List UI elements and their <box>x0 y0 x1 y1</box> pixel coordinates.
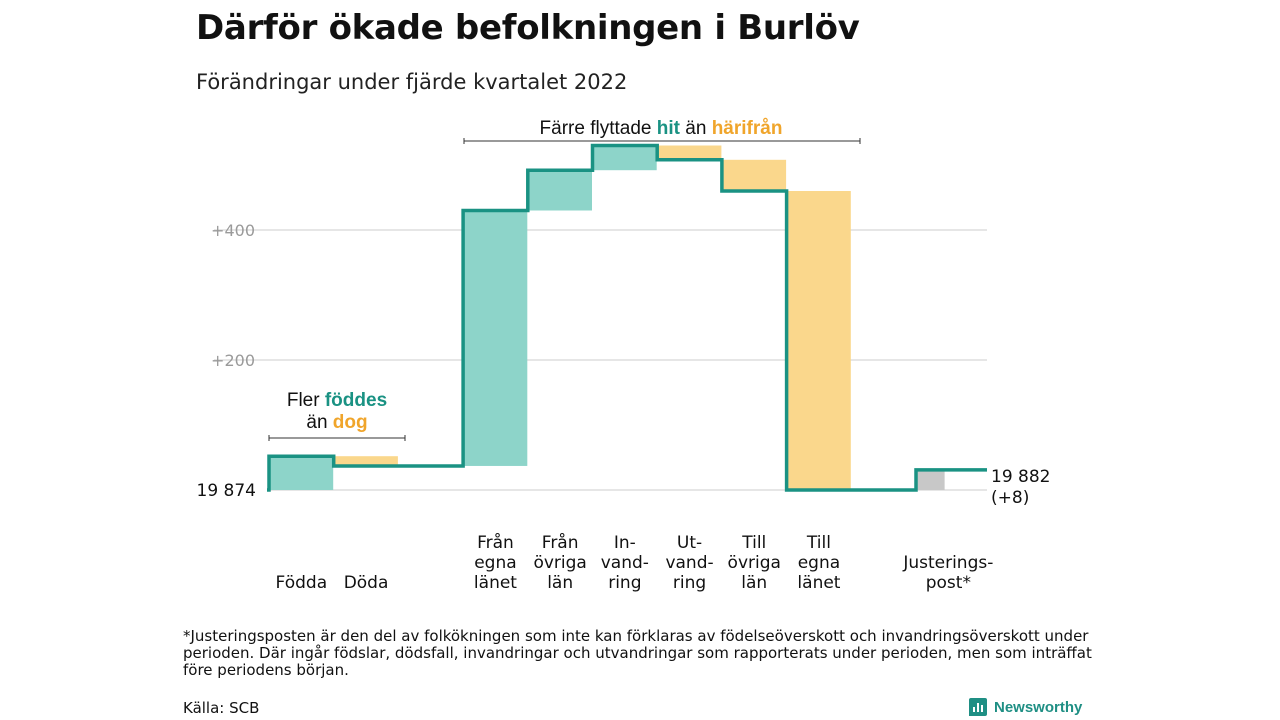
start-value-label: 19 874 <box>197 481 256 501</box>
bar <box>722 159 787 191</box>
migration-annotation-middle: än <box>685 118 706 139</box>
bar <box>528 170 592 211</box>
x-tick-label: Justerings- <box>902 553 993 573</box>
footnote: *Justeringsposten är den del av folkökni… <box>183 627 1092 679</box>
source-label: Källa: SCB <box>183 699 260 717</box>
brand-logo[interactable]: Newsworthy <box>968 697 1082 717</box>
x-tick-label: ring <box>673 573 706 593</box>
x-tick-label: post* <box>926 573 971 593</box>
bar <box>916 469 945 490</box>
bar <box>593 145 657 171</box>
bar <box>334 456 398 466</box>
x-tick-label: Ut- <box>677 533 702 553</box>
chart-title: Därför ökade befolkningen i Burlöv <box>196 8 860 48</box>
x-tick-label: Till <box>741 533 766 553</box>
x-tick-label: Till <box>806 533 831 553</box>
births-annotation-than: än <box>306 412 327 433</box>
x-tick-label: län <box>741 573 767 593</box>
bar <box>269 456 334 490</box>
y-tick-label: +200 <box>211 351 255 370</box>
x-tick-label: Döda <box>344 573 389 593</box>
bar <box>463 210 528 466</box>
x-tick-label: övriga <box>533 553 586 573</box>
end-value-label: 19 882 <box>991 467 1050 487</box>
births-annotation-born: föddes <box>325 390 387 411</box>
brand-name: Newsworthy <box>994 698 1083 716</box>
x-tick-label: Födda <box>276 573 328 593</box>
migration-annotation-away: härifrån <box>712 118 783 139</box>
end-change-label: (+8) <box>991 488 1029 508</box>
x-tick-label: Från <box>477 532 514 553</box>
births-annotation-line2: än dog <box>306 412 367 433</box>
migration-annotation-prefix: Färre flyttade <box>540 118 652 139</box>
y-tick-label: +400 <box>211 221 255 240</box>
bar <box>787 191 851 490</box>
x-tick-label: övriga <box>728 553 781 573</box>
cumulative-step-line <box>267 143 987 492</box>
bar <box>657 145 722 160</box>
x-tick-label: egna <box>798 553 840 573</box>
chart-subtitle: Förändringar under fjärde kvartalet 2022 <box>196 70 628 94</box>
x-tick-label: länet <box>474 573 517 593</box>
x-tick-label: In- <box>614 533 636 553</box>
x-tick-label: Från <box>542 532 579 553</box>
migration-annotation: Färre flyttade hit än härifrån <box>540 118 783 139</box>
migration-annotation-hit: hit <box>657 118 681 139</box>
x-tick-label: ring <box>608 573 641 593</box>
newsworthy-logo-icon <box>969 698 987 716</box>
x-tick-label: län <box>547 573 573 593</box>
x-tick-label: egna <box>474 553 516 573</box>
births-annotation-prefix: Fler <box>287 390 320 411</box>
x-tick-label: vand- <box>665 553 713 573</box>
x-tick-label: länet <box>797 573 840 593</box>
births-annotation-line1: Fler föddes <box>287 390 387 411</box>
x-tick-label: vand- <box>601 553 649 573</box>
births-annotation-died: dog <box>333 412 368 433</box>
